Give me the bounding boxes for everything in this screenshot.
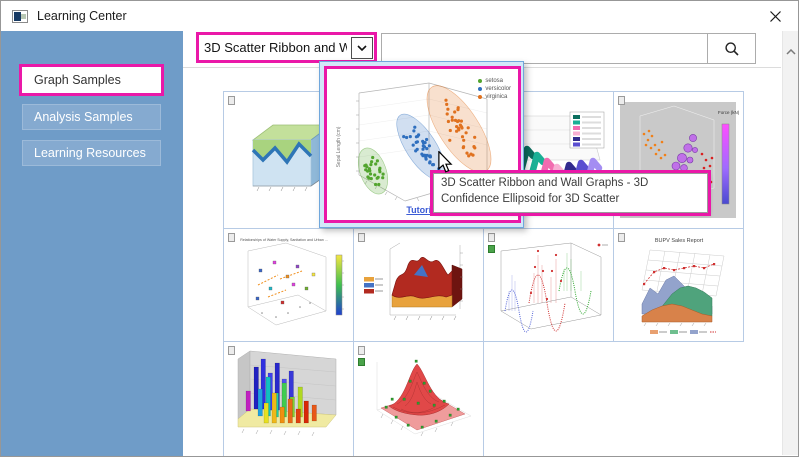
grid-cell-red-wall[interactable] [353, 228, 484, 342]
sample-type-icon [228, 346, 235, 355]
legend-swatch [478, 87, 483, 91]
scroll-up-button[interactable] [783, 45, 798, 59]
legend-label: virginica [485, 94, 508, 100]
grid-cell-waterfall[interactable] [483, 228, 614, 342]
close-icon [769, 11, 781, 22]
title-bar: Learning Center [1, 1, 798, 31]
grid-cell-rainbow-bars[interactable] [223, 341, 354, 456]
window-title: Learning Center [37, 9, 127, 23]
mouse-cursor-icon [438, 151, 453, 173]
sample-preview-popup: Sepal Length (cm) setosa versicolor virgin… [319, 61, 524, 228]
sample-type-icon [358, 346, 365, 355]
vertical-scrollbar[interactable] [782, 31, 798, 455]
grid-cell-relationships[interactable]: Relationships of Water Supply, Sanitatio… [223, 228, 354, 342]
legend-swatch [478, 95, 483, 99]
search-icon [724, 41, 739, 56]
sample-type-icon [618, 96, 625, 105]
app-icon [12, 9, 28, 23]
sample-type-icon [358, 233, 365, 242]
thumbnail-relationships: Relationships of Water Supply, Sanitatio… [240, 238, 344, 326]
chevron-down-icon [357, 44, 367, 51]
category-dropdown-value: 3D Scatter Ribbon and Wall Graphs [204, 40, 347, 55]
sample-type-icon [228, 96, 235, 105]
sample-type-icon [488, 233, 495, 242]
grid-cell-bupv-sales[interactable]: BUPV Sales Report [613, 228, 744, 342]
thumbnail-bupv-sales: BUPV Sales Report [641, 238, 724, 334]
search-input[interactable] [381, 33, 708, 64]
z-axis-label: Sepal Length (cm) [336, 126, 342, 167]
legend-swatch [478, 79, 483, 83]
tutorial-available-icon [358, 358, 365, 366]
tutorial-link[interactable]: Tutorial [406, 205, 439, 215]
legend-label: setosa [485, 78, 503, 84]
category-dropdown[interactable]: 3D Scatter Ribbon and Wall Graphs [196, 32, 377, 63]
search-button[interactable] [707, 33, 756, 64]
thumbnail-title: Relationships of Water Supply, Sanitatio… [240, 238, 328, 242]
confidence-ellipsoid-chart: Sepal Length (cm) [336, 82, 492, 202]
sidebar-item-analysis-samples[interactable]: Analysis Samples [22, 104, 161, 130]
thumbnail-rainbow-bars [237, 350, 337, 437]
legend-label: versicolor [485, 86, 511, 92]
thumbnail-title: BUPV Sales Report [654, 238, 703, 244]
chart-legend: setosa versicolor virginica [478, 78, 511, 102]
thumbnail-gaussian [375, 359, 472, 437]
grid-cell-gaussian[interactable] [353, 341, 484, 456]
sidebar: Graph Samples Analysis Samples Learning … [1, 31, 183, 456]
tutorial-available-icon [488, 245, 495, 253]
sample-type-icon [228, 233, 235, 242]
chevron-up-icon [786, 49, 796, 55]
thumbnail-red-wall [363, 242, 463, 321]
thumbnail-waterfall [500, 242, 608, 333]
dropdown-button[interactable] [351, 36, 373, 59]
sidebar-item-graph-samples[interactable]: Graph Samples [19, 64, 164, 96]
sample-tooltip: 3D Scatter Ribbon and Wall Graphs - 3D C… [430, 170, 711, 216]
colorbar-label: Force (kN) [718, 110, 740, 115]
sidebar-item-learning-resources[interactable]: Learning Resources [22, 140, 161, 166]
close-button[interactable] [765, 8, 785, 25]
sample-type-icon [618, 233, 625, 242]
